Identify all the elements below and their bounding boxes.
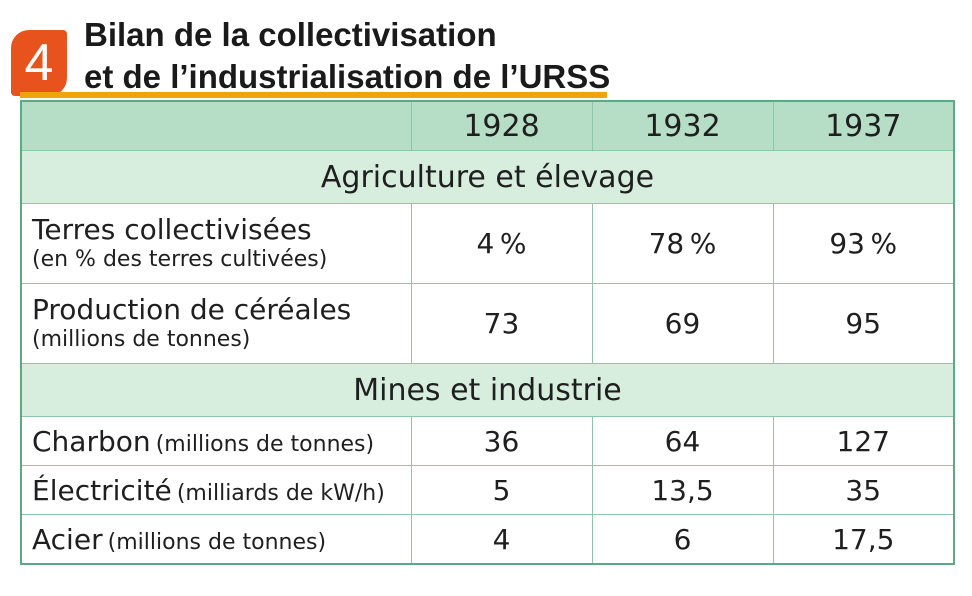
row-label-text: Électricité <box>32 473 172 507</box>
row-unit-text: (millions de tonnes) <box>107 529 327 555</box>
title-line-1: Bilan de la collectivisation <box>84 16 497 53</box>
table-cell: 5 <box>410 465 593 515</box>
row-label: Terres collectivisées (en % des terres c… <box>20 203 412 284</box>
section-row: Agriculture et élevage <box>20 150 955 204</box>
document-number-badge: 4 <box>11 30 67 96</box>
table-row: Électricité (milliards de kW/h) 5 13,5 3… <box>20 465 955 515</box>
table-cell: 95 <box>772 283 955 364</box>
row-unit-text: (millions de tonnes) <box>32 326 251 352</box>
table-row: Terres collectivisées (en % des terres c… <box>20 203 955 284</box>
header-year: 1928 <box>410 100 593 151</box>
table-cell: 93 % <box>772 203 955 284</box>
row-label: Charbon (millions de tonnes) <box>20 416 412 466</box>
header-year: 1932 <box>591 100 774 151</box>
title-line-2: et de l’industrialisation de l’URSS <box>84 58 611 95</box>
statistics-table: 1928 1932 1937 Agriculture et élevage Te… <box>20 100 955 565</box>
row-unit-text: (millions de tonnes) <box>155 431 375 457</box>
table-row: Acier (millions de tonnes) 4 6 17,5 <box>20 514 955 565</box>
table-cell: 13,5 <box>591 465 774 515</box>
row-label-text: Production de céréales <box>32 292 352 326</box>
table-cell: 4 % <box>410 203 593 284</box>
row-label: Acier (millions de tonnes) <box>20 514 412 565</box>
table-cell: 69 <box>591 283 774 364</box>
table-cell: 36 <box>410 416 593 466</box>
table-row: Charbon (millions de tonnes) 36 64 127 <box>20 416 955 466</box>
row-label-text: Terres collectivisées <box>32 212 312 246</box>
row-unit-text: (milliards de kW/h) <box>176 480 385 506</box>
row-label: Électricité (milliards de kW/h) <box>20 465 412 515</box>
header-year: 1937 <box>772 100 955 151</box>
table-cell: 127 <box>772 416 955 466</box>
table-cell: 35 <box>772 465 955 515</box>
section-title: Agriculture et élevage <box>20 150 955 204</box>
table-cell: 4 <box>410 514 593 565</box>
table-header-row: 1928 1932 1937 <box>21 100 955 151</box>
row-label-text: Charbon <box>32 424 151 458</box>
row-label-text: Acier <box>32 522 103 556</box>
row-label: Production de céréales (millions de tonn… <box>20 283 412 364</box>
document-title: Bilan de la collectivisation et de l’ind… <box>84 14 610 98</box>
table-cell: 73 <box>410 283 593 364</box>
header-empty-cell <box>21 100 412 151</box>
table-row: Production de céréales (millions de tonn… <box>20 283 955 364</box>
table-cell: 64 <box>591 416 774 466</box>
row-unit-text: (en % des terres cultivées) <box>32 246 328 272</box>
table-cell: 17,5 <box>772 514 955 565</box>
table-cell: 78 % <box>591 203 774 284</box>
table-cell: 6 <box>591 514 774 565</box>
title-underline <box>20 92 607 98</box>
section-row: Mines et industrie <box>20 363 955 417</box>
section-title: Mines et industrie <box>20 363 955 417</box>
